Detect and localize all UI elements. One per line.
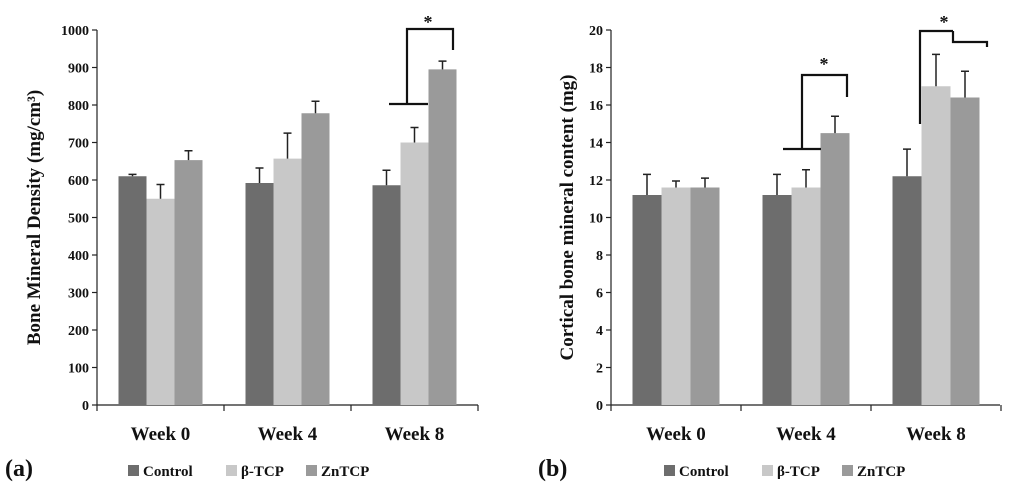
y-tick-label: 600 xyxy=(68,174,89,189)
legend-swatch xyxy=(128,465,139,476)
error-bar xyxy=(283,132,292,159)
y-tick-label: 0 xyxy=(596,399,603,414)
legend-label: ZnTCP xyxy=(857,464,905,480)
error-bar xyxy=(382,169,391,186)
y-tick-label: 500 xyxy=(68,212,89,227)
bar-zntcp-week0 xyxy=(174,160,203,405)
legend-label: ZnTCP xyxy=(321,464,369,480)
error-bar xyxy=(643,173,651,195)
legend-label: β-TCP xyxy=(241,464,284,480)
y-tick-label: 12 xyxy=(589,174,603,189)
legend-swatch xyxy=(842,465,853,476)
y-tick-label: 16 xyxy=(589,99,603,114)
category-label: Week 0 xyxy=(646,424,706,445)
legend-swatch xyxy=(226,465,237,476)
error-bar xyxy=(773,173,781,195)
legend-swatch xyxy=(664,465,675,476)
error-bar xyxy=(903,148,911,177)
y-axis-title: Bone Mineral Density (mg/cm³) xyxy=(24,90,45,345)
panel-label: (a) xyxy=(5,456,33,482)
significance-bracket xyxy=(918,29,989,124)
bar-tcp-week0 xyxy=(146,198,175,405)
category-label: Week 8 xyxy=(385,424,445,445)
bar-zntcp-week8 xyxy=(950,97,980,405)
error-bar xyxy=(802,168,810,188)
panel-label: (b) xyxy=(538,456,567,482)
y-tick-label: 100 xyxy=(68,362,89,377)
y-tick-label: 700 xyxy=(68,137,89,152)
error-bar xyxy=(961,70,969,98)
y-tick-label: 1000 xyxy=(61,24,89,39)
error-bar xyxy=(701,177,709,188)
error-bar xyxy=(128,173,137,177)
y-tick-label: 400 xyxy=(68,249,89,264)
chart-panel-b: 0 2 4 6 8 10 12 14 16 18 20 Week 0 Week 4 Week 8 * * Cor… xyxy=(538,12,1002,482)
y-tick-label: 8 xyxy=(596,249,603,264)
y-tick-label: 300 xyxy=(68,287,89,302)
error-bar xyxy=(410,126,419,143)
y-axis-title: Cortical bone mineral content (mg) xyxy=(557,75,578,361)
chart-panel-a: 0 100 200 300 400 500 600 700 800 900 1000 Week 0 We… xyxy=(5,12,479,482)
y-tick-label: 800 xyxy=(68,99,89,114)
error-bar xyxy=(184,150,193,161)
legend-label: Control xyxy=(679,464,729,480)
bar-zntcp-week4 xyxy=(301,113,330,405)
bar-zntcp-week0 xyxy=(690,187,720,405)
y-tick-label: 6 xyxy=(596,287,603,302)
bar-control-week0 xyxy=(118,176,147,405)
y-tick-label: 10 xyxy=(589,212,603,227)
category-label: Week 4 xyxy=(258,424,318,445)
y-tick-label: 20 xyxy=(589,24,603,39)
significance-star: * xyxy=(820,54,829,74)
bar-control-week4 xyxy=(762,195,792,405)
bar-tcp-week8 xyxy=(400,142,429,405)
bar-control-week4 xyxy=(245,183,274,405)
error-bar xyxy=(438,60,447,70)
y-tick-label: 0 xyxy=(82,399,89,414)
significance-bracket xyxy=(389,27,455,106)
legend-swatch xyxy=(306,465,317,476)
error-bar xyxy=(311,100,320,114)
legend-label: β-TCP xyxy=(777,464,820,480)
y-tick-label: 14 xyxy=(589,137,603,152)
bar-zntcp-week8 xyxy=(428,69,457,405)
bar-zntcp-week4 xyxy=(820,133,850,405)
legend-swatch xyxy=(762,465,773,476)
bar-control-week8 xyxy=(892,176,922,405)
category-label: Week 4 xyxy=(776,424,836,445)
category-label: Week 0 xyxy=(131,424,191,445)
y-tick-label: 18 xyxy=(589,62,603,77)
bar-tcp-week0 xyxy=(661,187,691,405)
y-tick-label: 2 xyxy=(596,362,603,377)
significance-star: * xyxy=(424,12,433,32)
error-bar xyxy=(672,180,680,188)
legend-label: Control xyxy=(143,464,193,480)
significance-bracket xyxy=(783,73,849,151)
bar-control-week0 xyxy=(632,195,662,405)
error-bar xyxy=(932,53,940,87)
y-tick-label: 200 xyxy=(68,324,89,339)
bar-tcp-week4 xyxy=(791,187,821,405)
error-bar xyxy=(831,115,839,134)
error-bar xyxy=(156,183,165,199)
bar-tcp-week4 xyxy=(273,158,302,405)
y-tick-label: 4 xyxy=(596,324,603,339)
significance-star: * xyxy=(940,12,949,32)
category-label: Week 8 xyxy=(906,424,966,445)
bar-control-week8 xyxy=(372,185,401,405)
bar-tcp-week8 xyxy=(921,86,951,405)
y-tick-label: 900 xyxy=(68,62,89,77)
error-bar xyxy=(255,167,264,183)
